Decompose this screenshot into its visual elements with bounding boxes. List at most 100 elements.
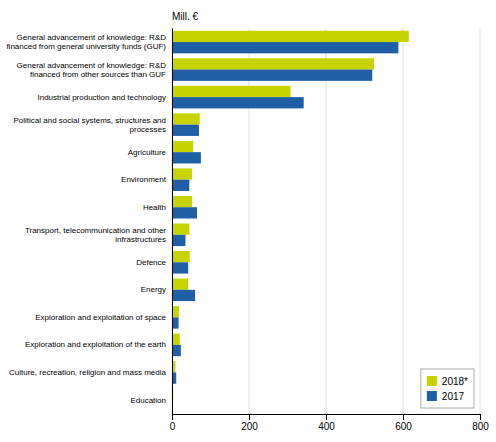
category-label-line: General advancement of knowledge: R&D [17, 33, 167, 42]
bar [172, 223, 189, 234]
bar [172, 251, 190, 262]
y-tick: Environment [121, 175, 172, 184]
category-label-line: Political and social systems, structures… [13, 116, 166, 125]
bar [172, 262, 188, 273]
bar [172, 180, 189, 191]
bar [172, 70, 372, 81]
bar [172, 125, 199, 136]
bar [172, 141, 193, 152]
category-label-line: Transport, telecommunication and other [25, 226, 166, 235]
plot: 0 200 400 600 800 General advancement of know… [6, 11, 489, 432]
category-label-line: Education [130, 396, 166, 405]
y-tick: General advancement of knowledge: R&Dfin… [6, 33, 172, 51]
category-label: Agriculture [128, 148, 167, 157]
category-label-line: infrastructures [115, 235, 166, 244]
x-tick: 400 [318, 414, 335, 432]
y-tick: Industrial production and technology [37, 93, 172, 102]
bar [172, 31, 409, 42]
x-tick-label: 400 [318, 421, 335, 432]
legend-label: 2018* [442, 376, 468, 387]
bar [172, 306, 179, 317]
legend-swatch [427, 391, 437, 401]
x-tick-mark [480, 414, 481, 420]
x-tick: 0 [170, 414, 176, 432]
y-tick: Health [143, 203, 172, 212]
y-tick: Political and social systems, structures… [13, 116, 172, 134]
category-label: Health [143, 203, 166, 212]
category-label: Culture, recreation, religion and mass m… [9, 368, 167, 377]
bar [172, 207, 197, 218]
x-tick-label: 800 [472, 421, 489, 432]
category-label-line: financed from other sources than GUF [30, 70, 166, 79]
category-label-line: Health [143, 203, 166, 212]
bar [172, 97, 304, 108]
bar [172, 196, 192, 207]
x-tick-mark [326, 414, 327, 420]
y-axis: General advancement of knowledge: R&Dfin… [6, 29, 172, 415]
x-tick-label: 600 [395, 421, 412, 432]
category-label: Education [130, 396, 166, 405]
category-label-line: Environment [121, 175, 167, 184]
x-tick-label: 0 [170, 421, 176, 432]
y-tick: General advancement of knowledge: R&Dfin… [17, 61, 172, 79]
bar [172, 152, 201, 163]
y-tick: Exploration and exploitation of space [35, 313, 172, 322]
grid-line [326, 28, 327, 414]
chart: 0 200 400 600 800 General advancement of know… [0, 0, 496, 442]
legend-swatch [427, 376, 437, 386]
category-label: Industrial production and technology [37, 93, 166, 102]
y-tick: Education [130, 396, 172, 405]
legend: 2018* 2017 [421, 369, 474, 408]
y-tick: Defence [136, 258, 172, 267]
bar [172, 279, 188, 290]
annotation: Mill. € [172, 11, 199, 22]
bar [172, 334, 180, 345]
y-tick: Culture, recreation, religion and mass m… [9, 368, 172, 377]
category-label: Environment [121, 175, 167, 184]
category-label-line: Exploration and exploitation of the eart… [25, 340, 166, 349]
bar [172, 235, 185, 246]
category-label: General advancement of knowledge: R&Dfin… [17, 61, 167, 79]
x-axis-line [173, 415, 481, 421]
category-label: Defence [136, 258, 166, 267]
bar [172, 168, 192, 179]
y-tick: Exploration and exploitation of the eart… [25, 340, 172, 349]
x-tick-mark [249, 414, 250, 420]
category-label-line: Culture, recreation, religion and mass m… [9, 368, 167, 377]
x-tick-mark [403, 414, 404, 420]
category-label: Energy [141, 285, 166, 294]
bar [172, 345, 181, 356]
grid [172, 28, 480, 414]
bar [172, 42, 398, 53]
category-label-line: General advancement of knowledge: R&D [17, 61, 167, 70]
y-tick: Energy [141, 285, 172, 294]
category-label-line: Agriculture [128, 148, 167, 157]
category-label: Exploration and exploitation of the eart… [25, 340, 166, 349]
x-tick-mark [172, 414, 173, 420]
category-label-line: Defence [136, 258, 166, 267]
category-label-line: Industrial production and technology [37, 93, 166, 102]
y-axis-line [172, 29, 173, 415]
category-label-line: Energy [141, 285, 166, 294]
bar [172, 290, 195, 301]
legend-box [421, 369, 474, 408]
grid-line [480, 28, 481, 414]
category-label-line: Exploration and exploitation of space [35, 313, 166, 322]
legend-label: 2017 [442, 391, 465, 402]
x-tick-label: 200 [241, 421, 258, 432]
grid-line [403, 28, 404, 414]
category-label: Exploration and exploitation of space [35, 313, 166, 322]
category-label: General advancement of knowledge: R&Dfin… [6, 33, 166, 51]
category-label: Political and social systems, structures… [13, 116, 166, 134]
bar [172, 58, 374, 69]
x-tick: 600 [395, 414, 412, 432]
series [172, 42, 398, 411]
bar [172, 86, 291, 97]
bar [172, 113, 200, 124]
y-tick: Transport, telecommunication and otherin… [25, 226, 172, 244]
category-label-line: financed from general university funds (… [6, 42, 166, 51]
series [172, 31, 409, 400]
bars [172, 31, 409, 411]
x-axis: 0 200 400 600 800 [170, 414, 490, 432]
x-tick: 800 [472, 414, 489, 432]
